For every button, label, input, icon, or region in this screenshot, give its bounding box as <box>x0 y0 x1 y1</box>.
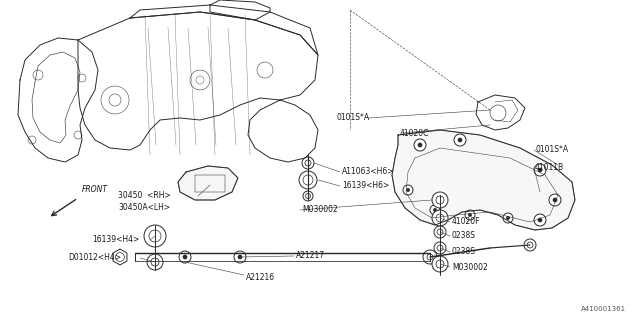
Text: 0238S: 0238S <box>452 231 476 241</box>
Circle shape <box>524 239 536 251</box>
Circle shape <box>403 185 413 195</box>
Circle shape <box>74 131 82 139</box>
Circle shape <box>538 218 542 222</box>
Circle shape <box>116 252 124 261</box>
Circle shape <box>144 225 166 247</box>
Circle shape <box>179 251 191 263</box>
Circle shape <box>257 62 273 78</box>
Circle shape <box>434 242 446 254</box>
Circle shape <box>549 194 561 206</box>
Circle shape <box>147 254 163 270</box>
Circle shape <box>109 94 121 106</box>
Circle shape <box>153 260 157 264</box>
Circle shape <box>414 139 426 151</box>
Text: 41020C: 41020C <box>400 129 429 138</box>
Text: A21217: A21217 <box>296 252 325 260</box>
Circle shape <box>234 251 246 263</box>
Circle shape <box>434 226 446 238</box>
Polygon shape <box>178 166 238 200</box>
Circle shape <box>438 198 442 202</box>
Circle shape <box>432 256 448 272</box>
Circle shape <box>418 143 422 147</box>
Circle shape <box>430 205 440 215</box>
Circle shape <box>465 210 475 220</box>
Circle shape <box>534 164 546 176</box>
Text: D01012<H4>: D01012<H4> <box>68 253 121 262</box>
Text: 41020F: 41020F <box>452 218 481 227</box>
Text: 41011B: 41011B <box>535 164 564 172</box>
Text: 16139<H4>: 16139<H4> <box>92 236 140 244</box>
Polygon shape <box>392 130 575 230</box>
Circle shape <box>423 250 437 264</box>
Text: 0238S: 0238S <box>452 247 476 257</box>
Circle shape <box>406 188 410 192</box>
Circle shape <box>238 255 242 259</box>
Circle shape <box>302 157 314 169</box>
Circle shape <box>434 194 446 206</box>
Text: 30450  <RH>: 30450 <RH> <box>118 191 171 201</box>
Circle shape <box>434 258 446 270</box>
Circle shape <box>190 70 210 90</box>
Text: M030002: M030002 <box>452 262 488 271</box>
Circle shape <box>183 255 187 259</box>
Polygon shape <box>113 249 127 265</box>
Circle shape <box>149 256 161 268</box>
Circle shape <box>432 192 448 208</box>
Circle shape <box>538 168 542 172</box>
Text: 30450A<LH>: 30450A<LH> <box>118 203 170 212</box>
Circle shape <box>33 70 43 80</box>
Circle shape <box>534 214 546 226</box>
Circle shape <box>149 230 161 242</box>
Circle shape <box>299 171 317 189</box>
Text: A410001361: A410001361 <box>581 306 626 312</box>
Text: A11063<H6>: A11063<H6> <box>342 167 394 177</box>
Circle shape <box>432 210 448 226</box>
Text: FRONT: FRONT <box>82 185 108 194</box>
Circle shape <box>553 198 557 202</box>
Text: 0101S*A: 0101S*A <box>337 114 370 123</box>
Circle shape <box>503 213 513 223</box>
Circle shape <box>303 191 313 201</box>
Text: 16139<H6>: 16139<H6> <box>342 181 389 190</box>
Circle shape <box>78 74 86 82</box>
Circle shape <box>28 136 36 144</box>
Circle shape <box>303 175 313 185</box>
Circle shape <box>454 134 466 146</box>
Circle shape <box>490 105 506 121</box>
Circle shape <box>458 138 462 142</box>
Circle shape <box>438 262 442 266</box>
Circle shape <box>433 208 436 212</box>
Text: M030002: M030002 <box>302 205 338 214</box>
Circle shape <box>101 86 129 114</box>
Text: A21216: A21216 <box>246 274 275 283</box>
Circle shape <box>506 216 509 220</box>
Circle shape <box>468 213 472 217</box>
Text: 0101S*A: 0101S*A <box>535 146 568 155</box>
